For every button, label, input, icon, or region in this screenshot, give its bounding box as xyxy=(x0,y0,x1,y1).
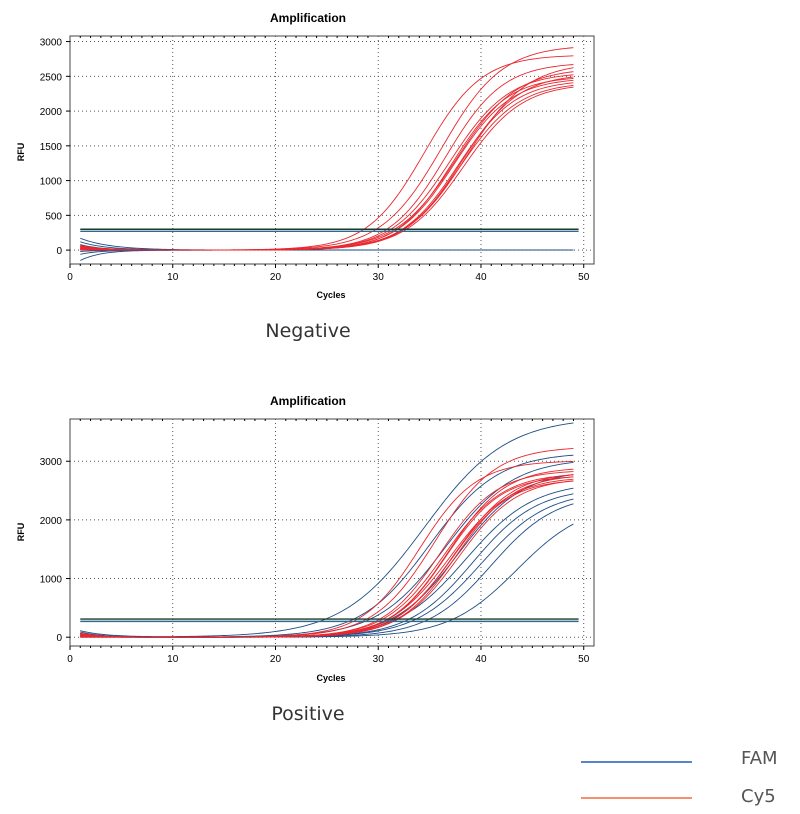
legend-label-cy5: Cy5 xyxy=(741,786,776,807)
chart-positive: Amplification RFU Cycles Positive 0 10 20 3… xyxy=(16,394,595,725)
x-tick-label: 10 xyxy=(167,654,179,665)
plot-frame xyxy=(69,35,595,265)
y-tick-label: 3000 xyxy=(40,457,63,468)
y-tick-label: 3000 xyxy=(40,38,63,49)
x-tick-label: 40 xyxy=(475,654,487,665)
x-axis-label: Cycles xyxy=(316,673,345,683)
y-tick-label: 2000 xyxy=(40,107,63,118)
x-tick-label: 0 xyxy=(67,272,73,283)
legend-label-fam: FAM xyxy=(741,748,778,769)
x-tick-label: 30 xyxy=(373,654,385,665)
chart-title: Amplification xyxy=(270,11,346,25)
y-tick-label: 1000 xyxy=(40,177,63,188)
x-tick-label: 20 xyxy=(270,272,282,283)
x-axis-label: Cycles xyxy=(316,290,345,300)
x-tick-label: 20 xyxy=(270,654,282,665)
y-tick-label: 1000 xyxy=(40,575,63,586)
plot-area: 0 10 20 30 40 50 0 1000 2000 3000 xyxy=(40,418,595,665)
x-tick-label: 0 xyxy=(67,654,73,665)
x-tick-label: 10 xyxy=(167,272,179,283)
x-tick-label: 40 xyxy=(475,272,487,283)
series-group xyxy=(80,47,574,261)
x-tick-label: 30 xyxy=(373,272,385,283)
y-tick-label: 2500 xyxy=(40,72,63,83)
plot-frame xyxy=(69,418,595,647)
y-tick-label: 2000 xyxy=(40,516,63,527)
chart-caption: Negative xyxy=(265,320,350,342)
chart-title: Amplification xyxy=(270,394,346,408)
y-tick-label: 0 xyxy=(56,633,62,644)
series-group xyxy=(80,422,574,638)
series-line-cy5 xyxy=(80,67,574,251)
series-line-cy5 xyxy=(80,480,574,638)
chart-caption: Positive xyxy=(271,703,344,725)
y-axis-label: RFU xyxy=(16,143,26,162)
chart-negative: Amplification RFU Cycles Negative 0 10 20 3… xyxy=(16,11,595,342)
legend: FAM Cy5 xyxy=(581,748,778,807)
y-tick-label: 500 xyxy=(45,211,62,222)
y-tick-label: 0 xyxy=(56,246,62,257)
y-axis-label: RFU xyxy=(16,523,26,542)
y-tick-label: 1500 xyxy=(40,142,63,153)
x-tick-label: 50 xyxy=(578,272,590,283)
x-tick-label: 50 xyxy=(578,654,590,665)
